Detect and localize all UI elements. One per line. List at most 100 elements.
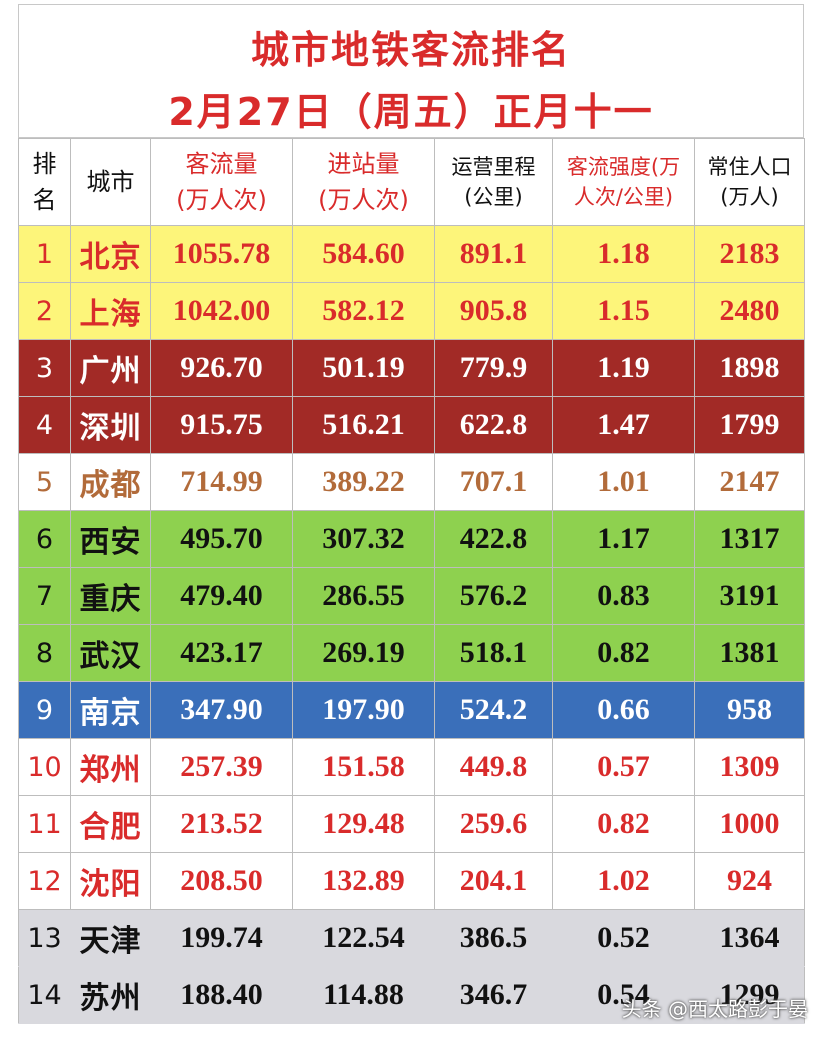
entry-cell: 129.48 (292, 795, 435, 853)
rank-cell: 13 (18, 909, 71, 967)
rank-cell: 1 (18, 225, 71, 283)
header-population: 常住人口 (万人) (694, 138, 805, 226)
flow-cell: 257.39 (150, 738, 293, 796)
mileage-cell: 346.7 (434, 966, 553, 1024)
intensity-cell: 1.01 (552, 453, 695, 511)
population-cell: 1381 (694, 624, 805, 682)
city-cell: 苏州 (70, 966, 151, 1024)
mileage-cell: 259.6 (434, 795, 553, 853)
table-row: 5 成都 714.99 389.22 707.1 1.01 2147 (18, 453, 805, 511)
rank-cell: 8 (18, 624, 71, 682)
mileage-cell: 386.5 (434, 909, 553, 967)
flow-cell: 347.90 (150, 681, 293, 739)
entry-cell: 389.22 (292, 453, 435, 511)
city-cell: 成都 (70, 453, 151, 511)
intensity-cell: 0.54 (552, 966, 695, 1024)
header-row: 排名 城市 客流量 (万人次) 进站量 (万人次) 运营里程 (公里) 客流强度(万人… (18, 138, 805, 226)
table-row: 1 北京 1055.78 584.60 891.1 1.18 2183 (18, 225, 805, 283)
population-cell: 1799 (694, 396, 805, 454)
table-row: 11 合肥 213.52 129.48 259.6 0.82 1000 (18, 795, 805, 853)
page-subtitle-date: 2月27日（周五）正月十一 (168, 90, 654, 134)
flow-cell: 213.52 (150, 795, 293, 853)
mileage-cell: 707.1 (434, 453, 553, 511)
population-cell: 924 (694, 852, 805, 910)
city-cell: 重庆 (70, 567, 151, 625)
rank-cell: 5 (18, 453, 71, 511)
mileage-cell: 518.1 (434, 624, 553, 682)
header-intensity: 客流强度(万 人次/公里) (552, 138, 695, 226)
flow-cell: 479.40 (150, 567, 293, 625)
entry-cell: 269.19 (292, 624, 435, 682)
city-cell: 沈阳 (70, 852, 151, 910)
intensity-cell: 0.52 (552, 909, 695, 967)
rank-cell: 14 (18, 966, 71, 1024)
intensity-cell: 1.15 (552, 282, 695, 340)
flow-cell: 495.70 (150, 510, 293, 568)
city-cell: 深圳 (70, 396, 151, 454)
intensity-cell: 1.02 (552, 852, 695, 910)
table-row: 2 上海 1042.00 582.12 905.8 1.15 2480 (18, 282, 805, 340)
header-rank: 排名 (18, 138, 71, 226)
entry-cell: 582.12 (292, 282, 435, 340)
intensity-cell: 0.82 (552, 624, 695, 682)
entry-cell: 151.58 (292, 738, 435, 796)
mileage-cell: 622.8 (434, 396, 553, 454)
header-flow: 客流量 (万人次) (150, 138, 293, 226)
city-cell: 西安 (70, 510, 151, 568)
rank-cell: 4 (18, 396, 71, 454)
header-mileage: 运营里程 (公里) (434, 138, 553, 226)
population-cell: 958 (694, 681, 805, 739)
entry-cell: 307.32 (292, 510, 435, 568)
population-cell: 2183 (694, 225, 805, 283)
mileage-cell: 905.8 (434, 282, 553, 340)
entry-cell: 516.21 (292, 396, 435, 454)
entry-cell: 122.54 (292, 909, 435, 967)
city-cell: 合肥 (70, 795, 151, 853)
mileage-cell: 422.8 (434, 510, 553, 568)
mileage-cell: 891.1 (434, 225, 553, 283)
ranking-table: 排名 城市 客流量 (万人次) 进站量 (万人次) 运营里程 (公里) 客流强度(万人… (18, 138, 805, 1024)
flow-cell: 1055.78 (150, 225, 293, 283)
header-entry: 进站量 (万人次) (292, 138, 435, 226)
table-row: 9 南京 347.90 197.90 524.2 0.66 958 (18, 681, 805, 739)
flow-cell: 915.75 (150, 396, 293, 454)
page-title: 城市地铁客流排名 (250, 28, 571, 72)
table-row: 6 西安 495.70 307.32 422.8 1.17 1317 (18, 510, 805, 568)
population-cell: 2147 (694, 453, 805, 511)
entry-cell: 132.89 (292, 852, 435, 910)
mileage-cell: 524.2 (434, 681, 553, 739)
flow-cell: 926.70 (150, 339, 293, 397)
rank-cell: 11 (18, 795, 71, 853)
rank-cell: 2 (18, 282, 71, 340)
intensity-cell: 0.66 (552, 681, 695, 739)
intensity-cell: 1.47 (552, 396, 695, 454)
table-row: 10 郑州 257.39 151.58 449.8 0.57 1309 (18, 738, 805, 796)
mileage-cell: 779.9 (434, 339, 553, 397)
rank-cell: 9 (18, 681, 71, 739)
table-row: 14 苏州 188.40 114.88 346.7 0.54 1299 (18, 966, 805, 1024)
table-row: 3 广州 926.70 501.19 779.9 1.19 1898 (18, 339, 805, 397)
table-row: 4 深圳 915.75 516.21 622.8 1.47 1799 (18, 396, 805, 454)
flow-cell: 188.40 (150, 966, 293, 1024)
mileage-cell: 576.2 (434, 567, 553, 625)
city-cell: 武汉 (70, 624, 151, 682)
header-city: 城市 (70, 138, 151, 226)
mileage-cell: 204.1 (434, 852, 553, 910)
entry-cell: 114.88 (292, 966, 435, 1024)
entry-cell: 501.19 (292, 339, 435, 397)
population-cell: 2480 (694, 282, 805, 340)
population-cell: 1364 (694, 909, 805, 967)
city-cell: 南京 (70, 681, 151, 739)
city-cell: 郑州 (70, 738, 151, 796)
table-row: 8 武汉 423.17 269.19 518.1 0.82 1381 (18, 624, 805, 682)
intensity-cell: 1.19 (552, 339, 695, 397)
population-cell: 1000 (694, 795, 805, 853)
entry-cell: 286.55 (292, 567, 435, 625)
city-cell: 上海 (70, 282, 151, 340)
intensity-cell: 1.18 (552, 225, 695, 283)
table-row: 7 重庆 479.40 286.55 576.2 0.83 3191 (18, 567, 805, 625)
intensity-cell: 1.17 (552, 510, 695, 568)
flow-cell: 714.99 (150, 453, 293, 511)
mileage-cell: 449.8 (434, 738, 553, 796)
flow-cell: 199.74 (150, 909, 293, 967)
